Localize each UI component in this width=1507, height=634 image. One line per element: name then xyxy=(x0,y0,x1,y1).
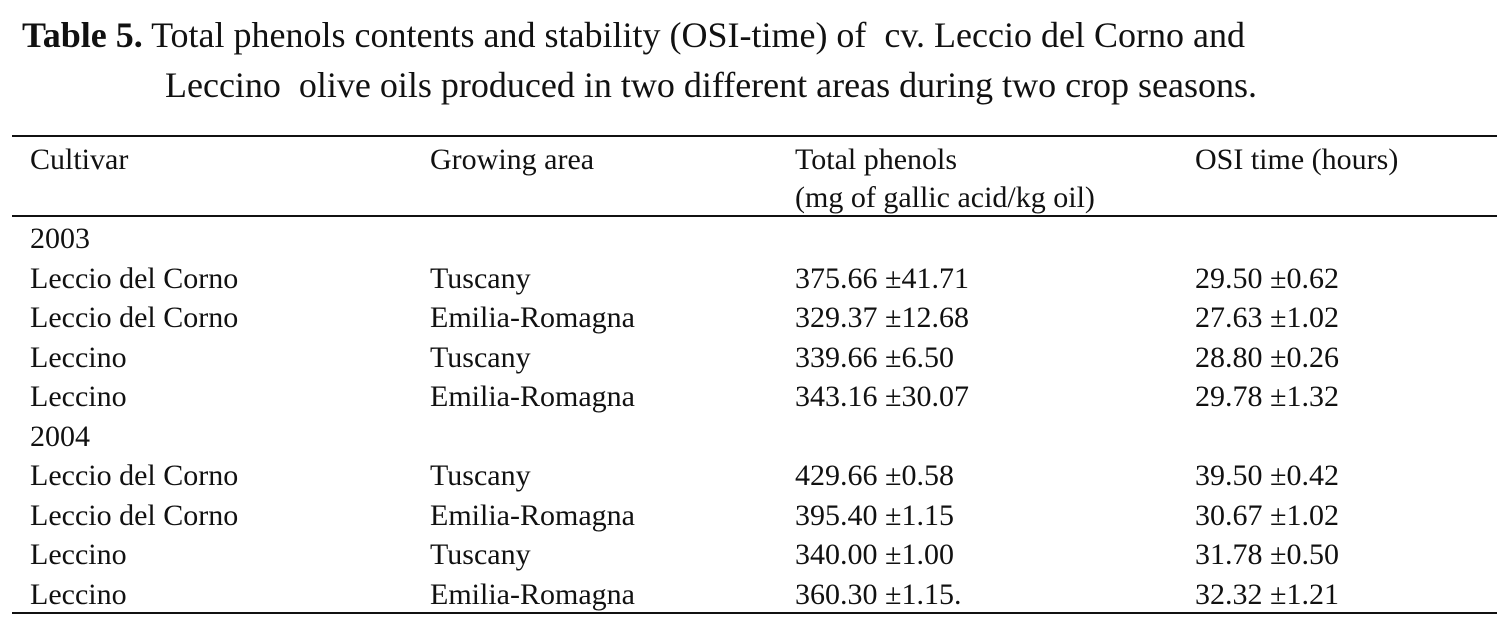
caption-line: Table 5. Total phenols contents and stab… xyxy=(22,10,1245,60)
table-cell: Leccio del Corno xyxy=(30,261,239,295)
table-cell: Tuscany xyxy=(430,538,531,571)
table-cell: Emilia-Romagna xyxy=(430,380,635,413)
table-cell: Tuscany xyxy=(430,340,531,374)
table-cell: 27.63 ±1.02 xyxy=(1195,301,1339,334)
caption-text: Total phenols contents and stability (OS… xyxy=(151,15,1245,55)
table-cell: Tuscany xyxy=(430,459,531,492)
table-cell: 375.66 ±41.71 xyxy=(795,261,969,295)
table-cell: 30.67 ±1.02 xyxy=(1195,498,1339,532)
header-rule xyxy=(12,215,1497,217)
table-cell: 32.32 ±1.21 xyxy=(1195,577,1339,611)
table-cell: Tuscany xyxy=(430,261,531,295)
caption-line: Leccino olive oils produced in two diffe… xyxy=(165,65,1258,105)
table-cell: Emilia-Romagna xyxy=(430,301,635,334)
header-cell: Cultivar xyxy=(30,143,129,176)
table-cell: 31.78 ±0.50 xyxy=(1195,538,1339,571)
header-cell: Total phenols xyxy=(795,143,958,176)
header-cell: OSI time (hours) xyxy=(1195,143,1399,176)
table-cell: 429.66 ±0.58 xyxy=(795,459,954,492)
table-cell: Leccio del Corno xyxy=(30,498,239,532)
group-label: 2003 xyxy=(30,222,90,255)
table-cell: Leccio del Corno xyxy=(30,301,239,334)
top-rule xyxy=(12,135,1497,137)
group-label: 2004 xyxy=(30,419,90,453)
table-cell: 39.50 ±0.42 xyxy=(1195,459,1339,492)
table-cell: 29.50 ±0.62 xyxy=(1195,261,1339,295)
table-cell: Leccino xyxy=(30,340,127,374)
table-cell: 28.80 ±0.26 xyxy=(1195,340,1339,374)
header-cell: (mg of gallic acid/kg oil) xyxy=(795,181,1095,214)
table-cell: 343.16 ±30.07 xyxy=(795,380,969,413)
table-cell: Leccino xyxy=(30,380,127,413)
table-cell: 360.30 ±1.15. xyxy=(795,577,962,611)
header-cell: Growing area xyxy=(430,143,595,176)
table-cell: Leccio del Corno xyxy=(30,459,239,492)
table-cell: 340.00 ±1.00 xyxy=(795,538,954,571)
table-cell: Leccino xyxy=(30,577,127,611)
table-cell: 29.78 ±1.32 xyxy=(1195,380,1339,413)
caption-label: Table 5. xyxy=(22,15,143,55)
table-cell: 329.37 ±12.68 xyxy=(795,301,969,334)
bottom-rule xyxy=(12,612,1497,614)
table-cell: 339.66 ±6.50 xyxy=(795,340,954,374)
table-cell: 395.40 ±1.15 xyxy=(795,498,954,532)
table-cell: Leccino xyxy=(30,538,127,571)
table-cell: Emilia-Romagna xyxy=(430,577,635,611)
table-cell: Emilia-Romagna xyxy=(430,498,635,532)
